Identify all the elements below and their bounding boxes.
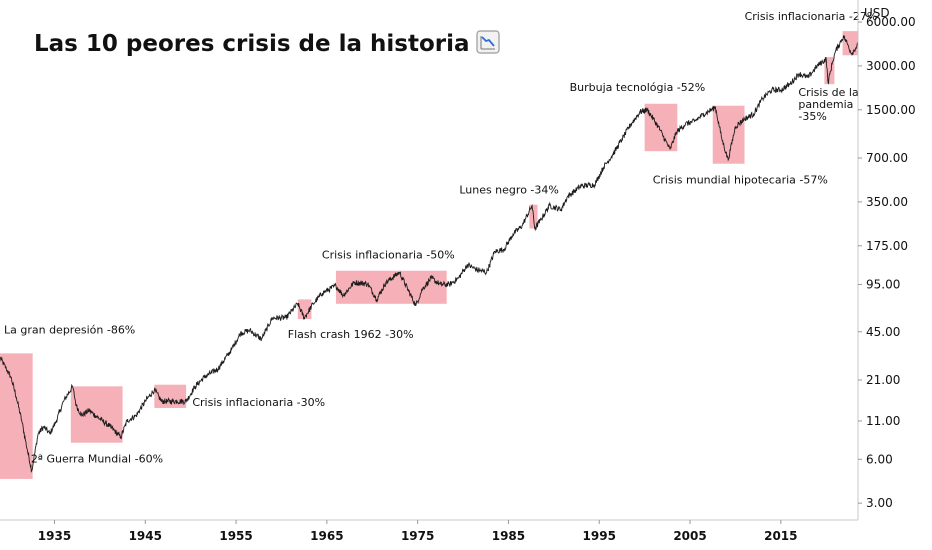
x-tick-label-1: 1935 [38, 529, 71, 543]
x-tick-label-9: 2015 [764, 529, 797, 543]
x-tick-label-2: 1945 [129, 529, 162, 543]
x-tick-label-4: 1965 [310, 529, 343, 543]
y-tick-label-2: 3000.00 [866, 59, 916, 73]
crisis-label-9: Crisis de la pandemia -35% [798, 86, 858, 123]
y-tick-label-1: 6000.00 [866, 15, 916, 29]
crisis-highlight-9 [824, 57, 835, 85]
y-tick-label-8: 45.00 [866, 325, 900, 339]
chart-title: Las 10 peores crisis de la historia [34, 30, 500, 60]
crisis-highlight-8 [712, 105, 745, 164]
y-tick-label-11: 6.00 [866, 452, 893, 466]
crisis-annotations: La gran depresión -86% 2ª Guerra Mundial … [4, 10, 877, 466]
y-axis-ticks: 6000.00 3000.00 1500.00 700.00 350.00 175.00 9… [858, 15, 916, 510]
chart-title-text: Las 10 peores crisis de la historia [34, 31, 470, 57]
y-tick-label-10: 11.00 [866, 414, 900, 428]
index-price-line [0, 34, 859, 473]
crisis-highlight-2 [70, 386, 123, 443]
crisis-label-6: Lunes negro -34% [459, 184, 559, 197]
crisis-highlight-10 [842, 31, 858, 56]
y-tick-label-3: 1500.00 [866, 103, 916, 117]
crisis-label-5: Crisis inflacionaria -50% [322, 249, 455, 262]
x-tick-label-6: 1985 [492, 529, 525, 543]
y-tick-label-12: 3.00 [866, 496, 893, 510]
crisis-label-10: Crisis inflacionaria -27% [745, 10, 878, 23]
x-tick-label-7: 1995 [583, 529, 616, 543]
crisis-highlight-4 [297, 299, 312, 320]
y-tick-label-5: 350.00 [866, 195, 908, 209]
y-tick-label-6: 175.00 [866, 239, 908, 253]
crisis-label-2: 2ª Guerra Mundial -60% [31, 453, 163, 466]
x-tick-label-5: 1975 [401, 529, 434, 543]
y-axis-unit: USD [864, 6, 890, 20]
x-tick-label-3: 1955 [219, 529, 252, 543]
x-axis-ticks: 1935 1945 1955 1965 1975 1985 1995 2005 2015 [38, 520, 798, 543]
crisis-label-8: Crisis mundial hipotecaria -57% [653, 174, 828, 187]
crisis-highlight-5 [335, 270, 447, 304]
crisis-highlight-7 [644, 103, 678, 152]
crisis-highlight-1 [0, 353, 33, 479]
x-tick-label-8: 2005 [673, 529, 706, 543]
crisis-label-3: Crisis inflacionaria -30% [192, 396, 325, 409]
chart-decreasing-icon [475, 30, 500, 60]
crisis-label-7: Burbuja tecnológia -52% [570, 81, 706, 94]
y-tick-label-4: 700.00 [866, 151, 908, 165]
crisis-label-4: Flash crash 1962 -30% [288, 328, 414, 341]
y-tick-label-7: 95.00 [866, 277, 900, 291]
crisis-label-1: La gran depresión -86% [4, 323, 135, 336]
y-tick-label-9: 21.00 [866, 373, 900, 387]
